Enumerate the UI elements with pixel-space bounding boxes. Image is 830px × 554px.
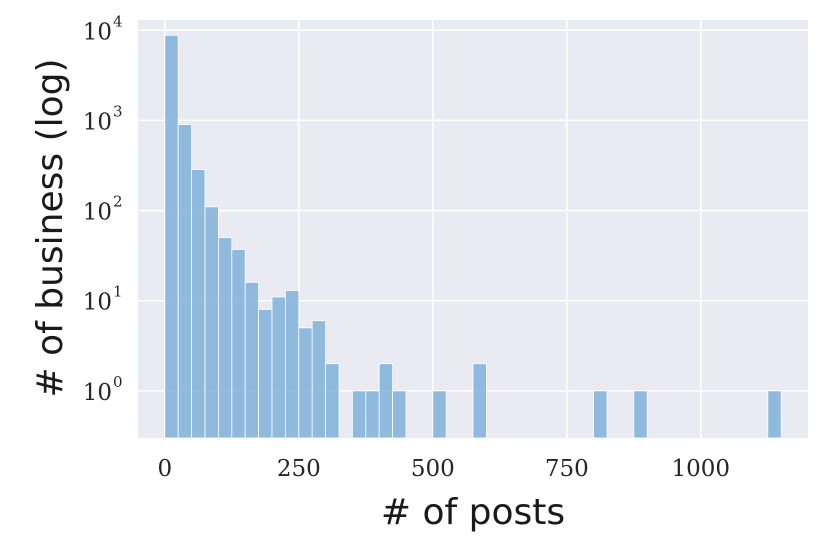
histogram-bar	[284, 290, 300, 439]
histogram-bars	[164, 34, 782, 439]
histogram-bar	[271, 296, 286, 439]
x-tick-label: 0	[157, 456, 172, 482]
histogram-bar	[378, 363, 394, 439]
y-tick-label: 10	[83, 109, 112, 135]
y-tick-base: 10	[83, 19, 112, 45]
y-tick-exponent: 0	[113, 373, 123, 391]
y-tick-label: 10	[83, 200, 112, 226]
histogram-bar	[298, 327, 313, 439]
histogram-bar	[365, 390, 380, 439]
histogram-bar	[164, 34, 179, 439]
y-tick-exponent: 4	[113, 12, 123, 30]
y-tick-exponent: 3	[113, 102, 123, 120]
histogram-bar	[311, 320, 327, 439]
histogram-bar	[392, 390, 407, 439]
y-tick-base: 10	[83, 109, 112, 135]
y-tick-exponent: 2	[113, 193, 123, 211]
histogram-bar	[472, 363, 487, 439]
y-tick-label: 10	[83, 290, 112, 316]
x-tick-label: 1000	[672, 456, 731, 482]
histogram-bar	[258, 309, 273, 439]
histogram-bar	[177, 124, 192, 439]
histogram-bar	[244, 281, 259, 439]
x-tick-label: 250	[277, 456, 321, 482]
y-tick-exponent: 1	[113, 283, 123, 301]
y-tick-base: 10	[83, 380, 112, 406]
histogram-bar	[432, 390, 447, 439]
y-axis-label: # of business (log)	[30, 58, 71, 397]
histogram-bar	[204, 206, 219, 439]
x-tick-labels: 0 250 500 750 1000	[157, 456, 730, 482]
y-tick-base: 10	[83, 290, 112, 316]
x-tick-label: 750	[545, 456, 589, 482]
histogram-bar	[217, 237, 233, 439]
histogram-bar	[593, 390, 608, 439]
histogram-bar	[351, 390, 367, 439]
histogram-bar	[191, 169, 206, 439]
histogram-bar	[633, 390, 648, 439]
y-tick-label: 10	[83, 380, 112, 406]
histogram-bar	[767, 390, 782, 439]
x-tick-label: 500	[411, 456, 455, 482]
x-axis-label: # of posts	[381, 492, 565, 533]
y-tick-label: 10	[83, 19, 112, 45]
y-tick-base: 10	[83, 200, 112, 226]
histogram-bar	[325, 363, 340, 439]
histogram-bar	[231, 249, 246, 439]
